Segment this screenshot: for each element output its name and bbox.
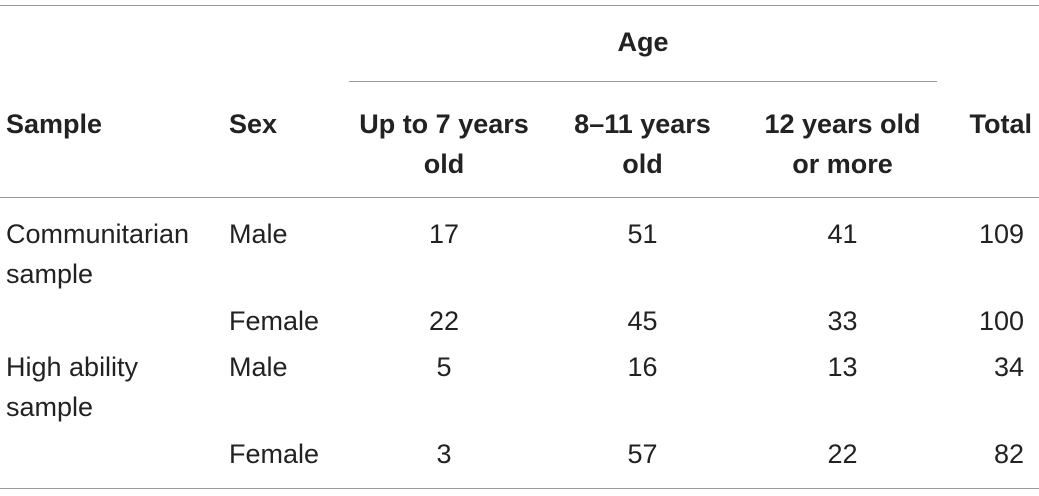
table-row-2-total: 100 <box>978 306 1024 336</box>
table-row-3-sex: Male <box>229 352 288 382</box>
table-row-3-age-1: 5 <box>436 352 452 382</box>
table-row-2-age-1: 22 <box>428 306 460 336</box>
table-top-rule <box>0 5 1039 6</box>
table-row-1-age-1: 17 <box>428 219 460 249</box>
table-row-1-total: 109 <box>978 219 1024 249</box>
column-header-total: Total <box>969 109 1033 139</box>
column-header-age-up-to-7: Up to 7 years old <box>359 109 529 179</box>
table-row-2-age-2: 45 <box>627 306 658 336</box>
header-bottom-rule <box>0 197 1039 198</box>
table-row-4-total: 82 <box>993 439 1024 469</box>
table-row-1-sample: Communitarian sample <box>6 219 190 289</box>
age-header-underline <box>349 81 937 82</box>
column-header-age-8-11: 8–11 years old <box>574 109 711 179</box>
age-group-header: Age <box>617 27 669 57</box>
table-row-1-age-3: 41 <box>827 219 858 249</box>
table-row-3-sample: High ability sample <box>6 352 139 422</box>
table-row-4-age-1: 3 <box>436 439 452 469</box>
column-header-sample: Sample <box>6 109 103 139</box>
table-row-4-age-2: 57 <box>627 439 658 469</box>
table-bottom-rule <box>0 488 1039 489</box>
column-header-age-12-plus: 12 years old or more <box>764 109 921 179</box>
table-row-2-age-3: 33 <box>827 306 858 336</box>
table-row-4-age-3: 22 <box>827 439 858 469</box>
table-row-3-total: 34 <box>993 352 1024 382</box>
table-row-2-sex: Female <box>229 306 320 336</box>
table-row-3-age-2: 16 <box>627 352 658 382</box>
column-header-sex: Sex <box>229 109 278 139</box>
table-row-3-age-3: 13 <box>827 352 858 382</box>
table-row-4-sex: Female <box>229 439 320 469</box>
table-row-1-sex: Male <box>229 219 288 249</box>
table-row-1-age-2: 51 <box>627 219 658 249</box>
